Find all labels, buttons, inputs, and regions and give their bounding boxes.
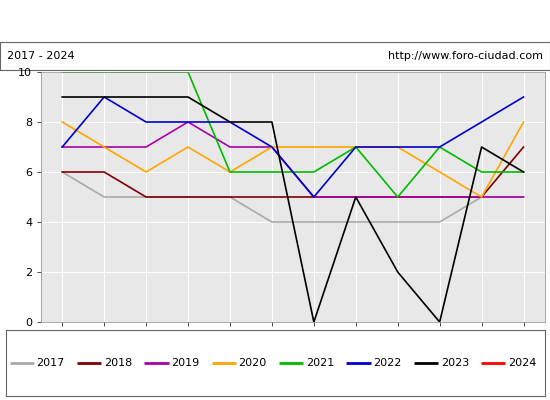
Text: Evolucion del paro registrado en Quintanilla de Trigueros: Evolucion del paro registrado en Quintan…: [67, 14, 483, 28]
Text: 2020: 2020: [239, 358, 267, 368]
Text: 2017 - 2024: 2017 - 2024: [7, 51, 74, 61]
Text: 2023: 2023: [441, 358, 469, 368]
Text: 2021: 2021: [306, 358, 334, 368]
Text: 2024: 2024: [508, 358, 536, 368]
Text: 2022: 2022: [373, 358, 402, 368]
Text: 2018: 2018: [104, 358, 132, 368]
Text: http://www.foro-ciudad.com: http://www.foro-ciudad.com: [388, 51, 543, 61]
Text: 2019: 2019: [171, 358, 200, 368]
Text: 2017: 2017: [36, 358, 65, 368]
